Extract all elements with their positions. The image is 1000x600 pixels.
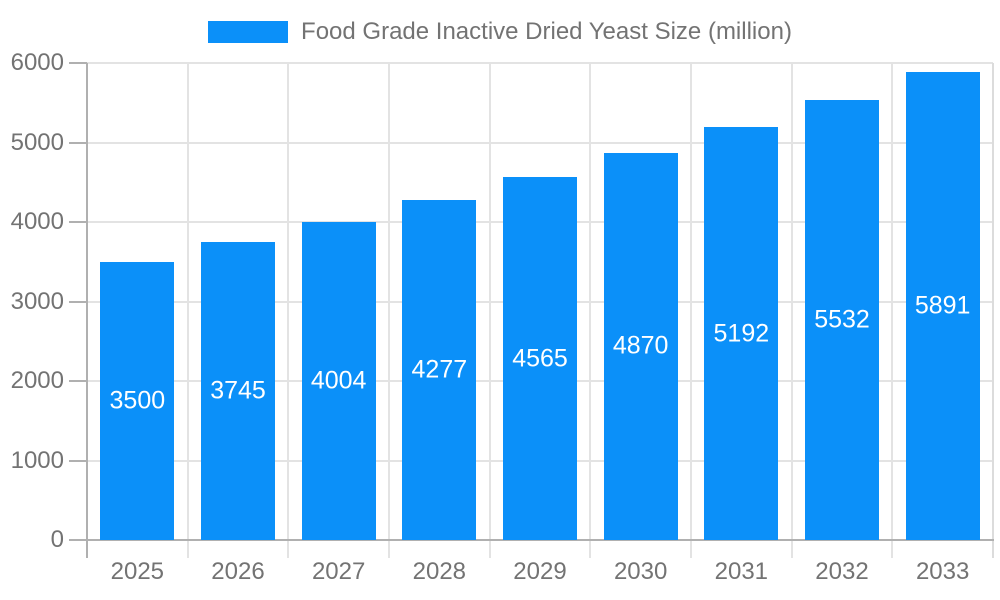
bar-value-label: 5192	[713, 319, 770, 348]
plot-right-border	[992, 63, 994, 558]
bar-2033	[905, 71, 980, 540]
y-axis-tick-label: 5000	[10, 128, 64, 156]
y-tick-mark	[69, 459, 87, 462]
x-axis-tick-label: 2027	[311, 558, 366, 585]
x-axis-tick-label: 2026	[211, 558, 265, 585]
bar-value-label: 4004	[310, 366, 367, 395]
x-axis-tick-label: 2028	[412, 558, 467, 585]
x-axis-tick-label: 2033	[915, 558, 970, 585]
legend-swatch	[208, 21, 289, 43]
bar-value-label: 4870	[612, 331, 669, 360]
bar-2031	[704, 127, 779, 540]
gridline-x	[589, 63, 592, 558]
gridline-x	[690, 63, 692, 558]
bar-2032	[805, 100, 879, 540]
y-axis-tick-label: 0	[50, 526, 64, 553]
y-tick-mark	[69, 221, 87, 223]
y-axis-tick-label: 2000	[10, 367, 64, 394]
y-axis-tick-label: 3000	[10, 287, 64, 315]
gridline-x	[488, 63, 491, 558]
y-axis-tick-label: 6000	[10, 49, 64, 76]
y-tick-mark	[69, 62, 87, 64]
bar-2030	[603, 152, 678, 540]
gridline-y-6000	[87, 62, 993, 64]
bar-2029	[503, 177, 577, 540]
gridline-y-5000	[87, 141, 993, 144]
legend-label: Food Grade Inactive Dried Yeast Size (mi…	[301, 18, 792, 45]
bar-value-label: 3500	[109, 386, 166, 415]
gridline-x	[388, 63, 390, 558]
x-axis-tick-label: 2032	[815, 558, 869, 585]
gridline-x	[891, 63, 894, 558]
y-axis-tick-label: 4000	[10, 208, 64, 235]
gridline-x	[287, 63, 290, 558]
y-axis-tick-label: 1000	[10, 446, 64, 474]
gridline-x	[790, 63, 793, 558]
y-tick-mark	[69, 380, 87, 382]
gridline-x	[186, 63, 189, 558]
x-axis-tick-label: 2025	[110, 558, 165, 585]
x-axis-line	[86, 539, 994, 541]
bar-2027	[301, 221, 376, 540]
x-axis-tick-label: 2029	[513, 558, 567, 585]
y-axis-line	[86, 63, 88, 558]
bar-2025	[100, 261, 175, 540]
bar-value-label: 5532	[814, 305, 870, 334]
x-axis-tick-label: 2031	[714, 558, 769, 585]
y-tick-mark	[69, 300, 87, 303]
bar-2026	[201, 242, 275, 540]
y-tick-mark	[69, 141, 87, 144]
x-axis-tick-label: 2030	[613, 558, 668, 585]
y-tick-mark	[69, 539, 87, 541]
bar-2028	[402, 199, 477, 540]
bar-value-label: 3745	[210, 376, 266, 405]
legend-item[interactable]: Food Grade Inactive Dried Yeast Size (mi…	[0, 10, 1000, 54]
bar-value-label: 4277	[411, 355, 468, 384]
bar-value-label: 4565	[512, 344, 568, 373]
bar-value-label: 5891	[914, 291, 971, 320]
